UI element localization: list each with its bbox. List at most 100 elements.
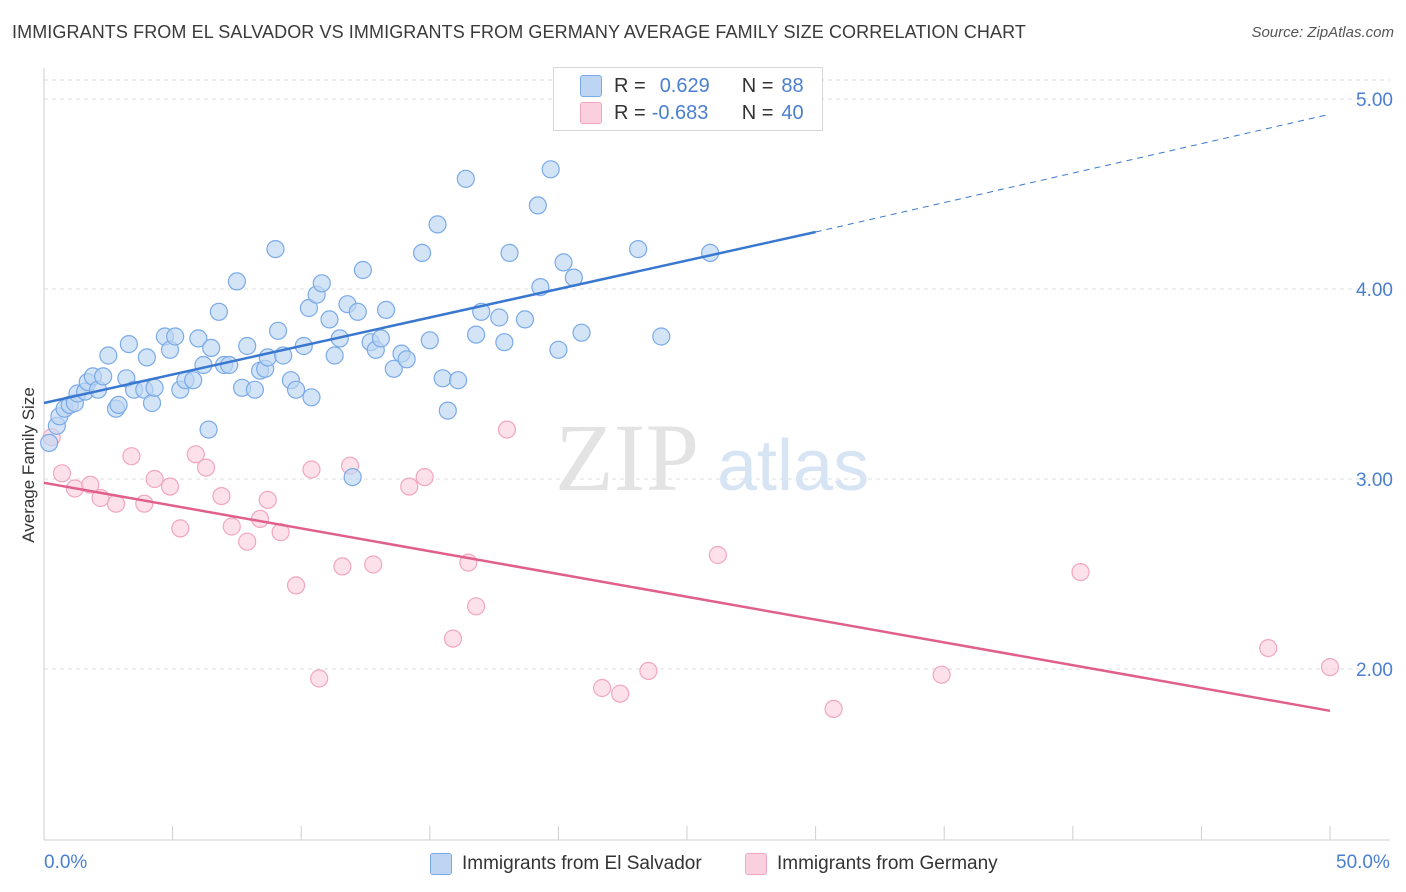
stats-row-germany: R = -0.683 N = 40 [580, 100, 804, 126]
el-salvador-point [433, 369, 452, 388]
germany-point [708, 545, 727, 565]
germany-point [400, 477, 419, 496]
germany-point [145, 469, 164, 489]
el-salvador-point [376, 300, 396, 319]
el-salvador-point [348, 302, 367, 321]
el-salvador-point [268, 321, 288, 340]
y-tick-label: 2.00 [1356, 660, 1393, 681]
germany-point [238, 532, 257, 551]
el-salvador-point [227, 272, 246, 291]
germany-legend-label: Immigrants from Germany [777, 853, 998, 874]
r-value: 0.629 [659, 74, 710, 97]
el-salvador-trend-line [43, 230, 816, 405]
el-salvador-point [572, 323, 591, 342]
el-salvador-legend-label: Immigrants from El Salvador [462, 853, 702, 874]
el-salvador-point [325, 346, 344, 365]
germany-point [160, 477, 180, 496]
el-salvador-point [343, 468, 362, 487]
germany-point [824, 699, 843, 719]
el-salvador-point [266, 240, 285, 259]
y-tick-labels: 2.00 3.00 4.00 5.00 [1356, 90, 1393, 681]
el-salvador-point [312, 274, 331, 293]
el-salvador-point [142, 393, 162, 413]
germany-point [466, 597, 486, 616]
el-salvador-point [199, 420, 218, 439]
el-salvador-point [40, 433, 59, 452]
r-label: R = [614, 101, 646, 124]
el-salvador-point [528, 196, 547, 215]
n-label: N = [741, 101, 774, 124]
chart-title: IMMIGRANTS FROM EL SALVADOR VS IMMIGRANT… [12, 22, 1027, 42]
watermark: ZIP atlas [555, 404, 869, 511]
el-salvador-point [629, 240, 648, 259]
y-tick-label: 5.00 [1356, 90, 1393, 111]
stats-legend: R = 0.629 N = 88 R = -0.683 N = 40 [553, 67, 823, 131]
x-tick-marks [43, 826, 1331, 840]
el-salvador-point [448, 371, 468, 390]
legend-item-el-salvador: Immigrants from El Salvador [430, 851, 702, 877]
germany-point [364, 555, 383, 574]
germany-point [415, 468, 434, 487]
el-salvador-point [320, 310, 339, 329]
el-salvador-point [245, 380, 265, 399]
germany-point [222, 517, 241, 536]
n-value: 40 [781, 101, 804, 124]
axes [43, 68, 1390, 841]
el-salvador-point [456, 169, 475, 188]
r-label: R = [614, 74, 646, 97]
germany-point [639, 661, 658, 681]
trend-lines [43, 113, 1331, 713]
germany-point [196, 458, 216, 477]
n-label: N = [741, 74, 774, 97]
el-salvador-point [428, 215, 447, 234]
germany-swatch [580, 102, 602, 124]
el-salvador-trend-extension [815, 113, 1331, 233]
germany-point [310, 669, 329, 688]
el-salvador-point [238, 336, 257, 356]
germany-trend-line [43, 481, 1331, 713]
germany-point [122, 447, 141, 466]
el-salvador-point [145, 378, 164, 397]
germany-point [932, 665, 951, 684]
germany-point [81, 475, 100, 494]
el-salvador-point [420, 331, 439, 350]
el-salvador-point [652, 327, 671, 346]
y-axis-label: Average Family Size [19, 387, 38, 543]
el-salvador-point [438, 401, 457, 420]
watermark-atlas: atlas [717, 426, 869, 506]
germany-point [186, 445, 205, 464]
germany-point [611, 684, 630, 703]
el-salvador-points [40, 160, 720, 487]
germany-point [593, 678, 612, 698]
germany-legend-swatch [745, 853, 767, 875]
el-salvador-point [94, 367, 113, 386]
germany-point [212, 487, 231, 506]
el-salvador-point [109, 395, 128, 414]
el-salvador-point [384, 359, 403, 378]
el-salvador-point [166, 327, 185, 346]
germany-point [286, 576, 306, 595]
y-tick-label: 4.00 [1356, 280, 1393, 301]
el-salvador-point [353, 260, 373, 280]
el-salvador-point [541, 160, 560, 179]
el-salvador-point [302, 388, 321, 407]
el-salvador-point [490, 308, 509, 327]
el-salvador-point [549, 340, 568, 359]
germany-point [135, 494, 154, 513]
germany-point [171, 519, 190, 538]
el-salvador-swatch [580, 75, 602, 97]
germany-point [1320, 657, 1340, 677]
germany-point [333, 557, 352, 576]
germany-point [258, 490, 277, 509]
el-salvador-point [189, 329, 208, 348]
el-salvador-point [554, 253, 573, 272]
el-salvador-point [515, 310, 535, 329]
watermark-zip: ZIP [555, 404, 699, 511]
x-tick-label-max: 50.0% [1336, 852, 1390, 873]
el-salvador-point [184, 371, 203, 390]
germany-point [497, 420, 517, 439]
el-salvador-point [412, 243, 432, 262]
el-salvador-point [466, 325, 486, 344]
el-salvador-point [202, 338, 221, 357]
